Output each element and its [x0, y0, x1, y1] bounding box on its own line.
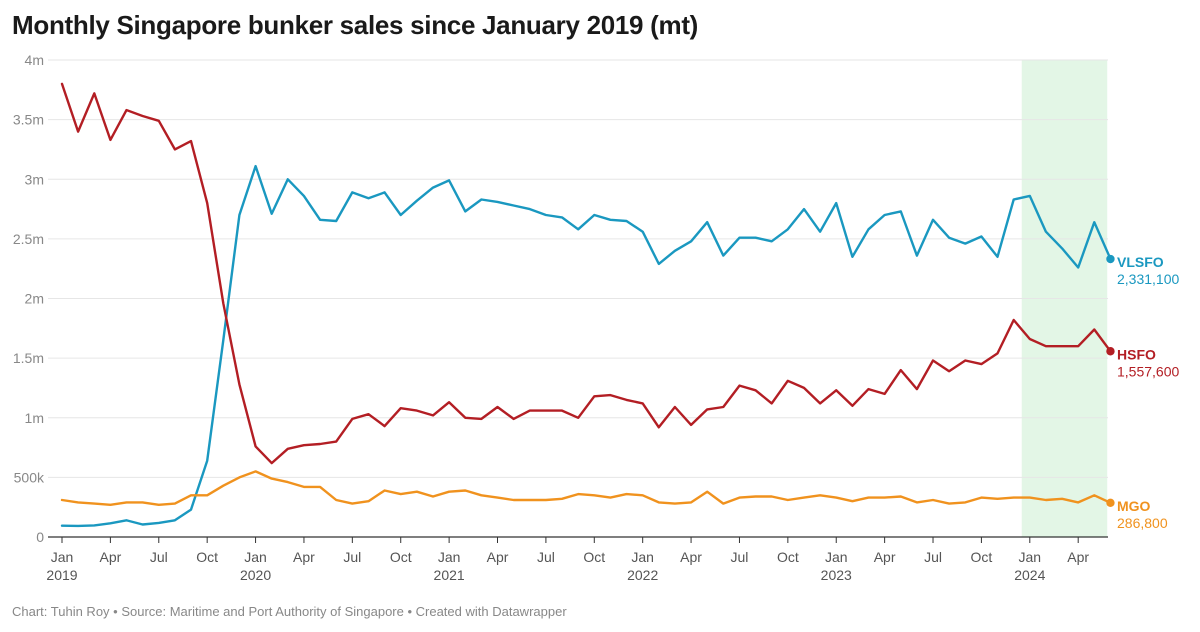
x-tick-label: Jan: [51, 549, 74, 565]
series-line-vlsfo: [60, 164, 1112, 528]
series-end-dot-hsfo: [1106, 347, 1115, 356]
x-tick-year-label: 2019: [46, 567, 77, 583]
x-tick-year-label: 2022: [627, 567, 658, 583]
y-tick-label: 1.5m: [13, 350, 44, 366]
y-tick-label: 4m: [25, 52, 44, 68]
x-tick-label: Oct: [196, 549, 218, 565]
x-tick-label: Jul: [537, 549, 555, 565]
series-line-mgo: [60, 470, 1112, 506]
x-tick-label: Jan: [631, 549, 654, 565]
y-tick-label: 3m: [25, 171, 44, 187]
series-end-dot-mgo: [1106, 498, 1115, 507]
x-tick-label: Apr: [487, 549, 509, 565]
x-tick-label: Jul: [731, 549, 749, 565]
x-tick-label: Jul: [150, 549, 168, 565]
x-tick-year-label: 2020: [240, 567, 271, 583]
y-tick-label: 0: [36, 529, 44, 545]
x-tick-year-label: 2024: [1014, 567, 1045, 583]
x-tick-label: Jan: [825, 549, 848, 565]
chart-title: Monthly Singapore bunker sales since Jan…: [12, 10, 699, 40]
y-tick-label: 3.5m: [13, 112, 44, 128]
x-tick-label: Jan: [244, 549, 267, 565]
x-tick-label: Apr: [874, 549, 896, 565]
series-label-hsfo: HSFO: [1117, 346, 1156, 362]
x-tick-label: Jul: [343, 549, 361, 565]
series-value-hsfo: 1,557,600: [1117, 363, 1179, 379]
y-tick-label: 500k: [14, 469, 45, 485]
y-axis-group: 0 500k 1m 1.5m 2m 2.5m 3m 3.5m 4m: [13, 52, 45, 545]
y-tick-label: 1m: [25, 410, 44, 426]
x-tick-label: Apr: [1067, 549, 1089, 565]
series-group: [60, 82, 1115, 528]
x-tick-label: Apr: [293, 549, 315, 565]
x-tick-label: Jan: [1019, 549, 1042, 565]
x-tick-label: Oct: [777, 549, 799, 565]
line-chart: 0 500k 1m 1.5m 2m 2.5m 3m 3.5m 4m Jan 2019 Apr Jul O…: [13, 52, 1180, 583]
x-tick-label: Oct: [971, 549, 993, 565]
x-tick-label: Oct: [583, 549, 605, 565]
x-tick-label: Oct: [390, 549, 412, 565]
x-tick-label: Jul: [924, 549, 942, 565]
series-end-dot-vlsfo: [1106, 254, 1115, 264]
gridlines-group: [48, 59, 1108, 538]
x-tick-label: Apr: [680, 549, 702, 565]
series-value-vlsfo: 2,331,100: [1117, 271, 1179, 287]
x-tick-label: Jan: [438, 549, 461, 565]
x-tick-year-label: 2021: [434, 567, 465, 583]
series-label-mgo: MGO: [1117, 498, 1151, 514]
series-label-vlsfo: VLSFO: [1117, 254, 1164, 270]
x-tick-year-label: 2023: [821, 567, 852, 583]
y-tick-label: 2m: [25, 291, 44, 307]
series-value-mgo: 286,800: [1117, 515, 1168, 531]
x-tick-label: Apr: [99, 549, 121, 565]
x-axis-group: Jan 2019 Apr Jul Oct Jan 2020 Apr Jul Oct Jan 2021 A…: [46, 537, 1089, 583]
y-tick-label: 2.5m: [13, 231, 44, 247]
chart-footer: Chart: Tuhin Roy • Source: Maritime and …: [12, 604, 567, 619]
series-line-hsfo: [60, 82, 1112, 465]
